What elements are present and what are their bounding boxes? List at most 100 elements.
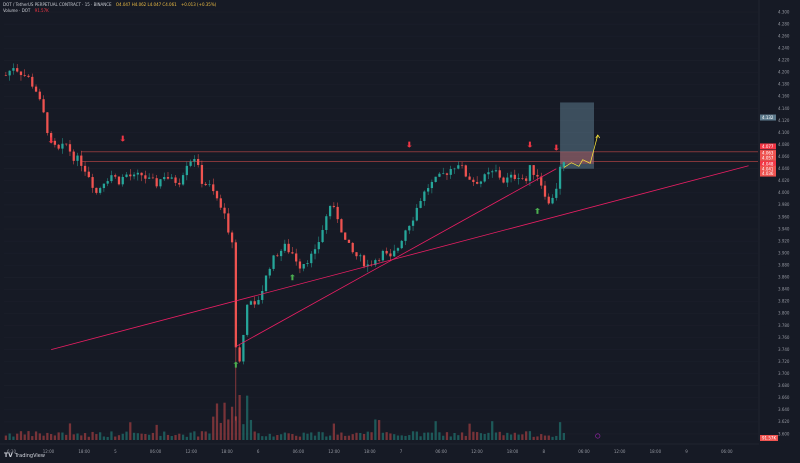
candle-body[interactable] (65, 143, 68, 145)
candle-body[interactable] (16, 68, 19, 72)
candle-body[interactable] (121, 176, 124, 185)
candle-body[interactable] (189, 161, 192, 166)
tradingview-logo[interactable]: TV TradingView (4, 452, 45, 459)
y-tick-label[interactable]: 4.000 (778, 190, 790, 195)
candle-body[interactable] (393, 250, 396, 257)
y-tick-label[interactable]: 3.780 (778, 323, 790, 328)
candle-body[interactable] (19, 71, 23, 76)
candle-body[interactable] (506, 177, 509, 183)
y-tick-label[interactable]: 3.920 (778, 238, 790, 243)
candle-body[interactable] (479, 181, 483, 184)
y-tick-label[interactable]: 4.160 (778, 94, 790, 99)
candle-body[interactable] (76, 155, 79, 161)
candle-body[interactable] (460, 165, 464, 166)
candle-body[interactable] (472, 179, 475, 183)
candle-body[interactable] (298, 261, 302, 269)
candle-body[interactable] (72, 151, 75, 161)
trend-line[interactable] (51, 165, 749, 350)
y-tick-label[interactable]: 3.680 (778, 383, 790, 388)
candle-body[interactable] (257, 299, 260, 305)
candle-body[interactable] (381, 250, 385, 261)
candle-body[interactable] (468, 176, 471, 180)
y-tick-label[interactable]: 3.880 (778, 262, 790, 267)
symbol-title[interactable]: DOT / TetherUS PERPETUAL CONTRACT · 15 ·… (3, 2, 112, 7)
candle-body[interactable] (344, 232, 347, 240)
y-tick-label[interactable]: 3.960 (778, 214, 790, 219)
candle-body[interactable] (532, 165, 535, 175)
x-tick-label[interactable]: 06:00 (435, 449, 447, 454)
candle-body[interactable] (181, 175, 185, 185)
candle-body[interactable] (246, 304, 249, 335)
candle-body[interactable] (332, 205, 336, 207)
candle-body[interactable] (483, 174, 486, 182)
candle-body[interactable] (151, 177, 155, 179)
candle-body[interactable] (178, 182, 181, 185)
candle-body[interactable] (415, 207, 418, 221)
candle-body[interactable] (87, 171, 90, 178)
candle-body[interactable] (400, 240, 403, 249)
candle-body[interactable] (227, 213, 230, 233)
candle-body[interactable] (223, 207, 226, 214)
candle-body[interactable] (540, 176, 543, 186)
x-tick-label[interactable]: 12:00 (471, 449, 483, 454)
candle-body[interactable] (38, 91, 41, 100)
y-tick-label[interactable]: 3.700 (778, 371, 790, 376)
candle-body[interactable] (53, 140, 57, 145)
x-tick-label[interactable]: 12:00 (186, 449, 198, 454)
candle-body[interactable] (42, 99, 45, 113)
candle-body[interactable] (31, 76, 34, 87)
y-tick-label[interactable]: 4.020 (778, 178, 790, 183)
candle-body[interactable] (110, 175, 113, 182)
y-tick-label[interactable]: 4.060 (778, 154, 790, 159)
candle-body[interactable] (351, 242, 354, 253)
candle-body[interactable] (215, 191, 219, 199)
candle-body[interactable] (430, 181, 434, 189)
candle-body[interactable] (129, 174, 132, 177)
y-tick-label[interactable]: 4.260 (778, 33, 790, 38)
x-tick-label[interactable]: 6:30 (7, 449, 16, 454)
y-tick-label[interactable]: 4.120 (778, 118, 790, 123)
candle-body[interactable] (536, 174, 539, 177)
candle-body[interactable] (212, 184, 215, 192)
candle-body[interactable] (385, 250, 388, 254)
x-tick-label[interactable]: 06:00 (293, 449, 305, 454)
candle-body[interactable] (423, 191, 426, 202)
y-tick-label[interactable]: 3.660 (778, 395, 790, 400)
price-label-badge[interactable] (760, 150, 776, 157)
x-tick-label[interactable]: 18:00 (221, 449, 233, 454)
candle-body[interactable] (287, 243, 290, 253)
candle-body[interactable] (366, 264, 369, 267)
x-tick-label[interactable]: 12:00 (614, 449, 626, 454)
x-tick-label[interactable]: 6 (257, 449, 260, 454)
target-box[interactable] (560, 102, 595, 169)
candle-body[interactable] (193, 158, 196, 162)
y-tick-label[interactable]: 4.300 (778, 9, 790, 14)
y-tick-label[interactable]: 3.800 (778, 311, 790, 316)
candle-body[interactable] (502, 177, 505, 183)
candle-body[interactable] (155, 178, 158, 187)
candle-body[interactable] (80, 155, 83, 166)
candle-body[interactable] (125, 174, 128, 177)
candle-body[interactable] (91, 177, 94, 188)
x-tick-label[interactable]: 18:00 (650, 449, 662, 454)
price-label-badge[interactable] (760, 143, 776, 150)
forecast-path[interactable] (563, 134, 599, 168)
y-tick-label[interactable]: 3.640 (778, 407, 790, 412)
price-label-badge[interactable] (760, 165, 776, 172)
candle-body[interactable] (313, 249, 317, 254)
candle-body[interactable] (509, 174, 513, 178)
trend-line-support[interactable] (235, 168, 557, 347)
candle-body[interactable] (302, 264, 305, 269)
candle-body[interactable] (445, 173, 449, 175)
candle-body[interactable] (528, 165, 532, 181)
candle-body[interactable] (170, 177, 173, 179)
candle-body[interactable] (8, 70, 11, 76)
candle-body[interactable] (453, 168, 456, 170)
candle-body[interactable] (234, 242, 237, 348)
x-tick-label[interactable]: 12:00 (328, 449, 340, 454)
x-tick-label[interactable]: 18:00 (78, 449, 90, 454)
candle-body[interactable] (377, 260, 381, 261)
candle-body[interactable] (551, 197, 554, 204)
candle-body[interactable] (404, 230, 407, 241)
